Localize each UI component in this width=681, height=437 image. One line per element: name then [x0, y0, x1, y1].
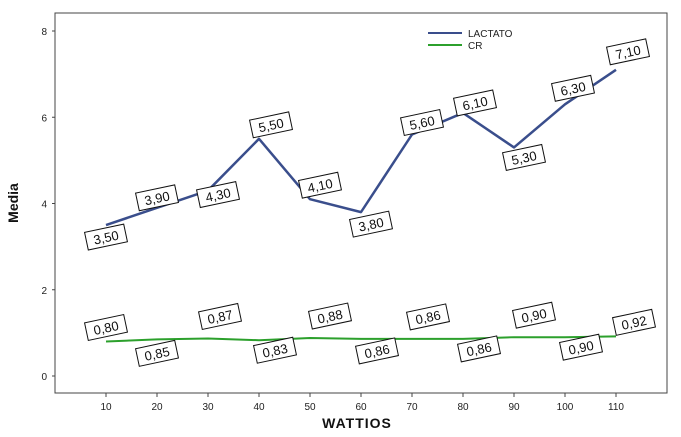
data-label-box [83, 223, 129, 251]
data-label-text: 5,60 [408, 113, 436, 133]
data-label-box [452, 89, 498, 117]
data-label-text: 5,30 [510, 148, 538, 168]
data-label: 0,86 [456, 335, 502, 363]
data-label: 0,86 [354, 337, 400, 365]
data-label-box [307, 302, 353, 330]
data-label-box [354, 337, 400, 365]
data-label-text: 0,83 [261, 341, 289, 361]
legend: LACTATO CR [428, 29, 513, 52]
data-label: 0,90 [558, 333, 604, 361]
data-label-box [297, 171, 343, 199]
data-label: 0,80 [83, 313, 129, 342]
data-label-text: 0,90 [520, 306, 548, 326]
y-tick-label: 0 [41, 372, 47, 383]
data-label-box [405, 303, 451, 331]
data-label: 5,60 [399, 108, 445, 137]
y-axis: 0 2 4 6 8 [41, 27, 55, 383]
y-tick-label: 2 [41, 286, 47, 297]
x-tick-label: 50 [304, 402, 316, 413]
x-tick-label: 60 [355, 402, 367, 413]
legend-label-lactato: LACTATO [468, 29, 513, 40]
data-label-box [252, 336, 298, 364]
data-label-text: 6,30 [559, 79, 587, 99]
data-label-box [550, 74, 596, 102]
data-label: 4,10 [297, 171, 343, 199]
data-label-box [558, 333, 604, 361]
data-label-text: 0,86 [465, 339, 493, 359]
series-line-cr [105, 335, 617, 343]
y-tick-label: 6 [41, 113, 47, 124]
data-label-text: 3,90 [143, 188, 171, 208]
data-label: 6,30 [550, 74, 596, 102]
data-label-text: 0,86 [363, 341, 391, 361]
series-lines [105, 68, 617, 343]
data-label-box [195, 181, 241, 209]
data-label-box [605, 38, 651, 66]
data-label-text: 0,92 [620, 313, 648, 333]
data-label: 0,92 [611, 308, 657, 336]
data-label-text: 6,10 [461, 93, 489, 113]
x-tick-label: 30 [202, 402, 214, 413]
y-axis-title: Media [5, 183, 21, 223]
data-label-box [134, 339, 180, 367]
data-label: 0,88 [307, 302, 353, 330]
data-label-text: 0,80 [92, 318, 120, 338]
x-tick-label: 110 [608, 402, 624, 413]
y-tick-label: 8 [41, 27, 47, 38]
x-tick-label: 10 [100, 402, 112, 413]
data-label-text: 3,50 [92, 228, 120, 248]
data-label: 0,83 [252, 336, 298, 364]
x-tick-label: 90 [508, 402, 520, 413]
data-label: 7,10 [605, 38, 651, 66]
data-label-box [248, 111, 294, 139]
data-label-text: 3,80 [357, 215, 385, 235]
data-label-box [83, 313, 129, 342]
x-tick-label: 80 [457, 402, 469, 413]
data-label-text: 5,50 [257, 115, 285, 135]
data-label-box [501, 143, 547, 171]
data-label-box [456, 335, 502, 363]
data-label: 3,90 [134, 184, 180, 212]
data-label-text: 4,10 [306, 176, 334, 196]
data-label: 5,50 [248, 111, 294, 139]
data-label-box [611, 308, 657, 336]
x-axis: 10 20 30 40 50 60 70 80 90 100 110 [100, 393, 624, 413]
data-label-text: 0,86 [414, 307, 442, 327]
x-tick-label: 70 [406, 402, 418, 413]
data-label-text: 7,10 [614, 42, 642, 62]
data-label: 5,30 [501, 143, 547, 171]
series-line-lactato [105, 68, 617, 227]
data-label-box [348, 210, 394, 238]
data-label-text: 0,85 [143, 344, 171, 364]
data-label-text: 0,88 [316, 307, 344, 327]
x-tick-label: 20 [151, 402, 163, 413]
data-label: 0,90 [511, 301, 557, 329]
x-tick-label: 40 [253, 402, 265, 413]
x-axis-title: WATTIOS [322, 415, 392, 431]
data-label: 3,50 [83, 223, 129, 251]
data-label: 6,10 [452, 89, 498, 117]
legend-label-cr: CR [468, 41, 482, 52]
y-tick-label: 4 [41, 200, 47, 211]
data-label-box [134, 184, 180, 212]
x-tick-label: 100 [557, 402, 574, 413]
data-label-box [197, 302, 243, 331]
data-label-text: 4,30 [204, 185, 232, 205]
data-label: 0,86 [405, 303, 451, 331]
data-label: 0,87 [197, 302, 243, 331]
data-label-box [399, 108, 445, 137]
data-label-box [511, 301, 557, 329]
data-label-text: 0,87 [206, 307, 234, 327]
data-label-text: 0,90 [567, 338, 595, 358]
data-label: 4,30 [195, 181, 241, 209]
data-labels: 3,50 3,90 4,30 5,50 4,10 3,80 5,60 6,10 5,30 6,30… [83, 38, 657, 367]
data-label: 0,85 [134, 339, 180, 367]
data-label: 3,80 [348, 210, 394, 238]
